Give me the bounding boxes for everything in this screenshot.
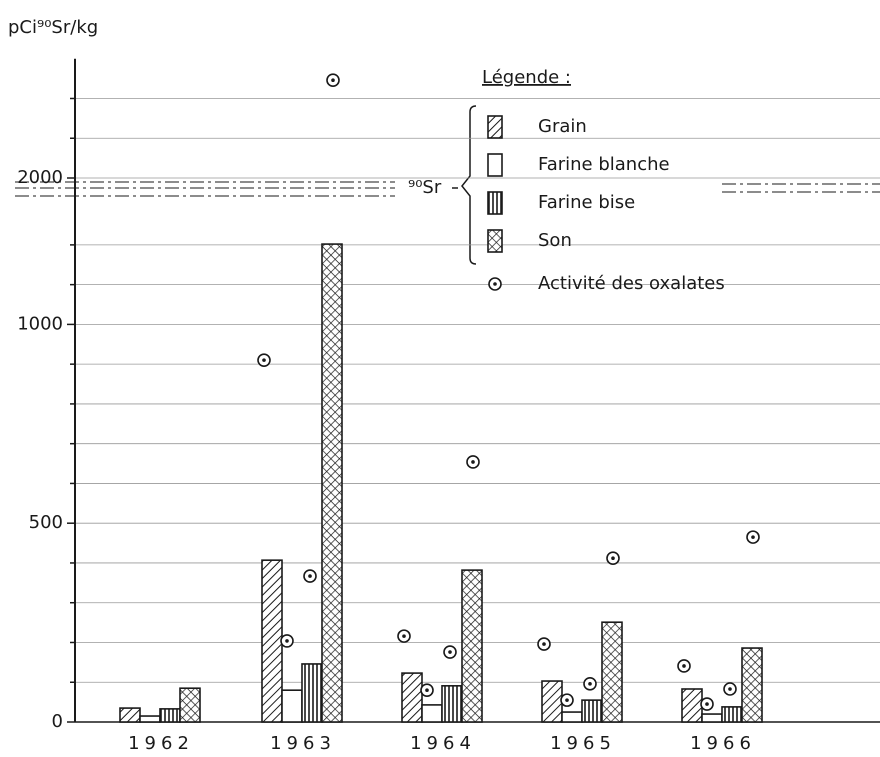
legend-label: Son (538, 230, 572, 251)
bar (421, 704, 443, 723)
oxalate-point-center (728, 687, 732, 691)
oxalate-point-center (542, 642, 546, 646)
oxalate-point-center (705, 702, 709, 706)
y-tick-label: 500 (29, 512, 63, 533)
legend-brace (461, 105, 477, 265)
oxalate-point-center (402, 634, 406, 638)
legend-swatch (487, 191, 503, 215)
oxalate-point-center (751, 535, 755, 539)
x-tick-label: 1964 (410, 733, 476, 753)
bar (741, 647, 763, 723)
x-tick-label: 1966 (690, 733, 756, 753)
bar (461, 569, 483, 723)
oxalate-point-center (471, 460, 475, 464)
oxalate-point-center (611, 556, 615, 560)
legend-label: Activité des oxalates (538, 273, 725, 294)
bar (119, 707, 141, 723)
legend-swatch-center (493, 282, 497, 286)
legend-label: Farine bise (538, 192, 635, 213)
oxalate-point-center (588, 682, 592, 686)
bar (159, 708, 181, 723)
oxalate-point-center (448, 650, 452, 654)
legend-label: Grain (538, 116, 587, 137)
bar (261, 559, 283, 723)
oxalate-point-center (565, 698, 569, 702)
oxalate-point-center (425, 688, 429, 692)
oxalate-point-center (262, 358, 266, 362)
bar (301, 663, 323, 723)
legend-title: Légende : (482, 67, 571, 88)
legend-label: Farine blanche (538, 154, 670, 175)
bar (179, 687, 201, 723)
oxalate-point-center (308, 574, 312, 578)
bar (581, 699, 603, 723)
bar (441, 685, 463, 723)
legend-swatch (487, 229, 503, 253)
bar (541, 680, 563, 723)
bar (401, 672, 423, 723)
legend-swatch (487, 115, 503, 139)
oxalate-point-center (285, 639, 289, 643)
bar (681, 688, 703, 723)
bar (321, 243, 343, 723)
bar (281, 689, 303, 723)
oxalate-point-center (331, 78, 335, 82)
bar (601, 621, 623, 723)
oxalate-point-center (682, 664, 686, 668)
legend-swatch (487, 153, 503, 177)
x-tick-label: 1965 (550, 733, 616, 753)
bar (561, 711, 583, 723)
annotation: ⁹⁰Sr (408, 177, 442, 198)
y-tick-label: 2000 (17, 167, 63, 188)
y-tick-label: 0 (52, 711, 63, 732)
bar (701, 713, 723, 723)
y-tick-label: 1000 (17, 313, 63, 334)
x-tick-label: 1962 (128, 733, 194, 753)
y-axis-label: pCi⁹⁰Sr/kg (8, 17, 98, 38)
bar (139, 715, 161, 723)
x-tick-label: 1963 (270, 733, 336, 753)
bar (721, 706, 743, 723)
